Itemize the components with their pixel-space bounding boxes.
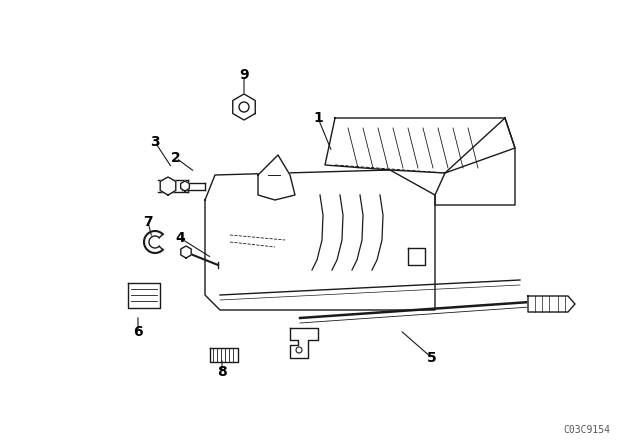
Text: 8: 8 — [217, 365, 227, 379]
Text: 7: 7 — [143, 215, 153, 229]
Polygon shape — [408, 248, 425, 265]
Polygon shape — [181, 246, 191, 258]
Text: 2: 2 — [171, 151, 181, 165]
Polygon shape — [528, 296, 575, 312]
Polygon shape — [160, 177, 176, 195]
Text: 6: 6 — [133, 325, 143, 339]
Text: C03C9154: C03C9154 — [563, 425, 610, 435]
Polygon shape — [205, 170, 435, 310]
Polygon shape — [128, 283, 160, 308]
Text: 3: 3 — [150, 135, 160, 149]
Text: 4: 4 — [175, 231, 185, 245]
Polygon shape — [435, 118, 515, 205]
Polygon shape — [233, 94, 255, 120]
Text: 1: 1 — [313, 111, 323, 125]
Text: 9: 9 — [239, 68, 249, 82]
Polygon shape — [258, 155, 295, 200]
Text: 5: 5 — [427, 351, 437, 365]
Polygon shape — [210, 348, 238, 362]
Polygon shape — [180, 181, 189, 191]
Polygon shape — [325, 118, 515, 173]
Polygon shape — [290, 328, 318, 358]
